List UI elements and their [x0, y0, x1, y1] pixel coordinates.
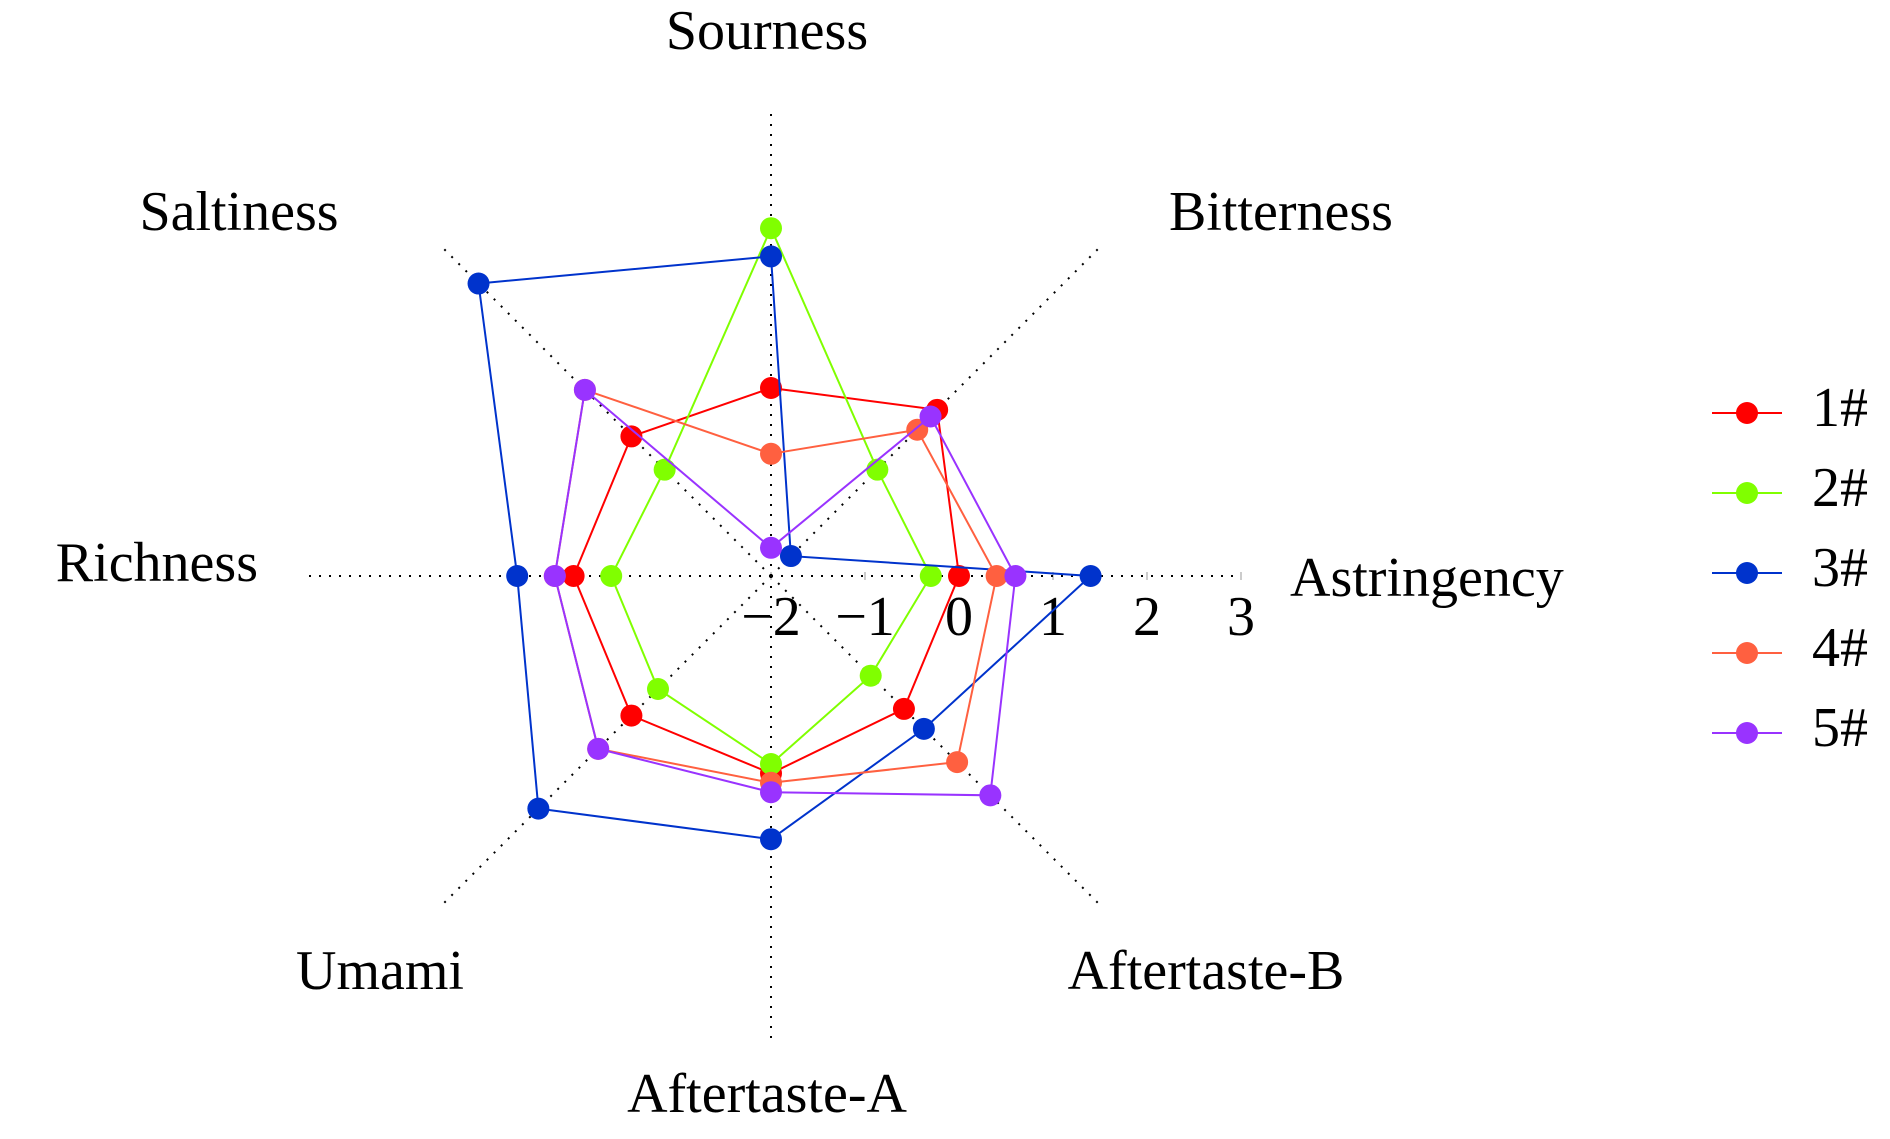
legend-marker [1736, 562, 1758, 584]
data-point [760, 781, 782, 804]
data-point [919, 405, 942, 428]
data-point [600, 565, 623, 587]
r-tick-label: 1 [1039, 586, 1067, 648]
legend-label: 1# [1812, 377, 1868, 439]
data-point [647, 677, 670, 700]
data-point [1079, 565, 1102, 587]
r-tick-label: −2 [741, 586, 801, 648]
data-point [979, 784, 1002, 807]
category-label: Astringency [1290, 547, 1564, 609]
data-point [562, 565, 585, 587]
data-point [467, 272, 490, 295]
data-point [985, 565, 1008, 587]
data-point [760, 377, 782, 399]
r-tick-label: 2 [1133, 586, 1161, 648]
legend-marker [1736, 642, 1758, 664]
data-point [866, 458, 889, 481]
legend-label: 2# [1812, 457, 1868, 519]
data-point [573, 378, 596, 401]
r-tick-label: 3 [1227, 586, 1255, 648]
data-point [527, 797, 550, 820]
category-label: Bitterness [1169, 181, 1393, 243]
data-point [760, 536, 782, 559]
data-point [859, 664, 882, 687]
spoke [770, 242, 1105, 577]
category-label: Richness [56, 532, 258, 594]
spoke [770, 575, 1105, 910]
data-point [653, 458, 676, 481]
data-point [1004, 565, 1027, 587]
data-point [760, 828, 782, 851]
category-label: Saltiness [139, 181, 338, 243]
data-point [919, 565, 942, 587]
data-point [620, 704, 643, 727]
data-point [760, 753, 782, 775]
data-point [906, 418, 929, 441]
data-point [506, 565, 529, 587]
legend-label: 3# [1812, 537, 1868, 599]
legend-marker [1736, 722, 1758, 744]
data-point [620, 425, 643, 448]
spoke [437, 242, 772, 577]
r-tick-label: −1 [835, 586, 895, 648]
legend-marker [1736, 402, 1758, 424]
data-point [948, 565, 970, 587]
data-point [760, 217, 782, 240]
data-point [912, 717, 935, 740]
legend-label: 4# [1812, 617, 1868, 679]
data-point [760, 245, 782, 268]
category-label: Umami [296, 940, 464, 1002]
category-label: Aftertaste-B [1068, 940, 1345, 1002]
category-label: Aftertaste-A [627, 1063, 907, 1125]
data-point [892, 697, 915, 720]
data-point [779, 545, 802, 568]
r-tick-label: 0 [945, 586, 973, 648]
data-point [587, 737, 610, 760]
legend-label: 5# [1812, 697, 1868, 759]
data-point [543, 565, 566, 587]
spoke [437, 575, 772, 910]
data-point [946, 751, 969, 774]
data-point [760, 442, 782, 465]
legend-marker [1736, 482, 1758, 504]
category-label: Sourness [666, 0, 868, 62]
